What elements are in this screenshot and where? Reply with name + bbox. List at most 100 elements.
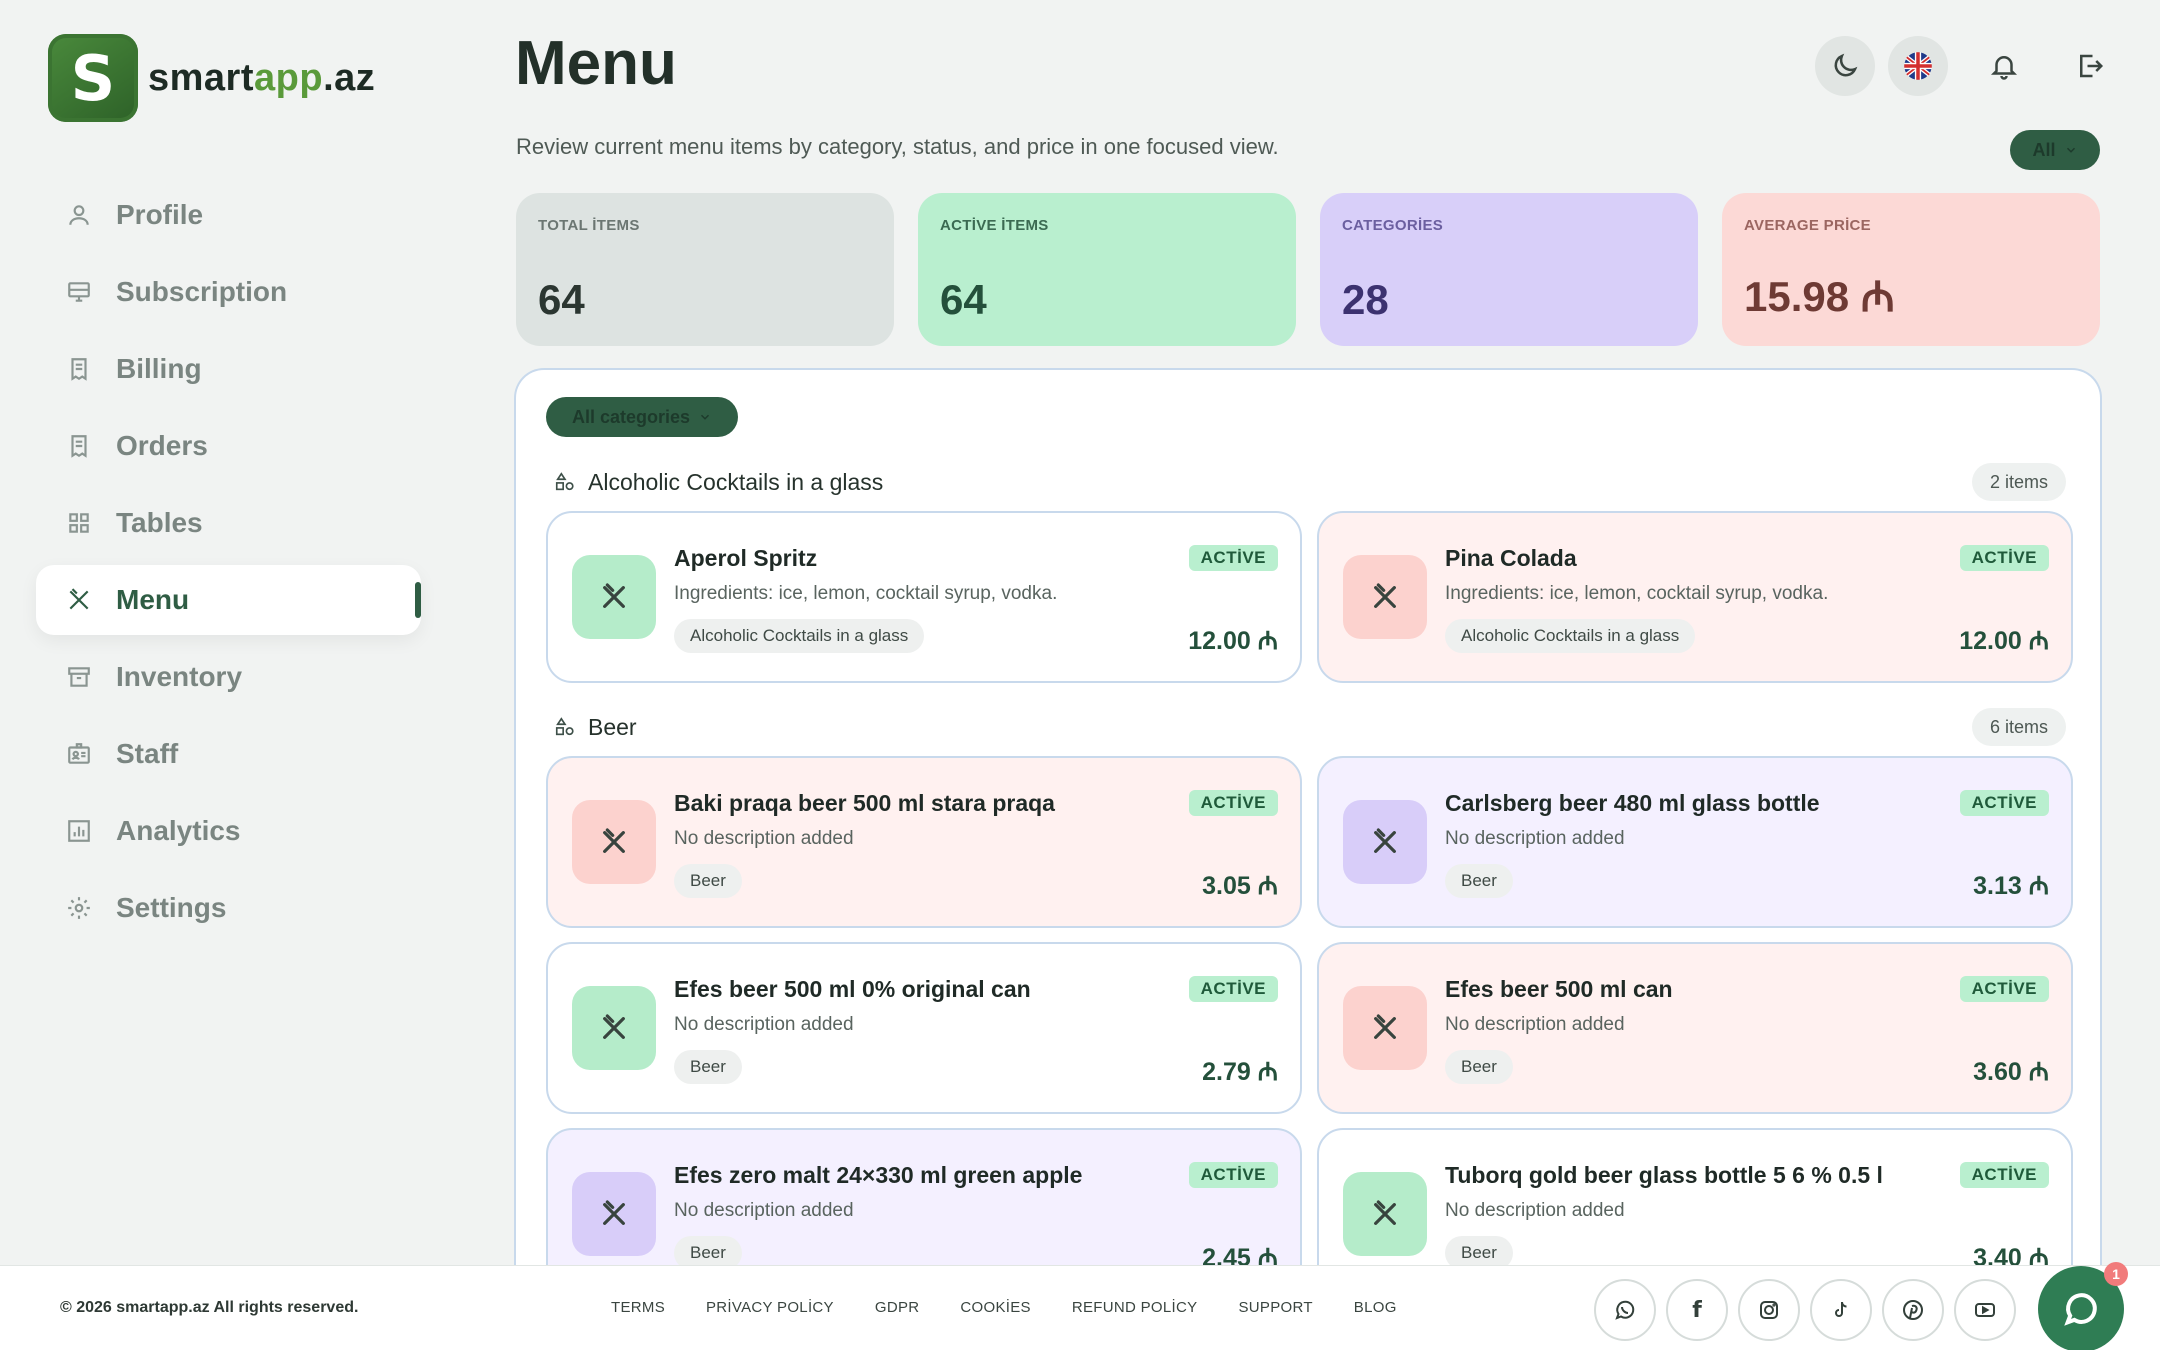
menu-item-price: 12.00 ₼ (1959, 627, 2049, 655)
menu-item-description: Ingredients: ice, lemon, cocktail syrup,… (1445, 583, 1829, 604)
chevron-down-icon (701, 414, 710, 420)
sidebar-item-analytics[interactable]: Analytics (36, 796, 421, 866)
bell-icon (1990, 56, 2018, 80)
sidebar-item-label: Tables (116, 507, 203, 538)
chat-bubble-icon (2064, 1293, 2097, 1326)
menu-item-description: Ingredients: ice, lemon, cocktail syrup,… (674, 583, 1058, 604)
menu-item-card[interactable]: Efes zero malt 24×330 ml green apple No … (546, 1128, 1302, 1268)
category-filter-dropdown[interactable]: All categories (546, 397, 738, 437)
stat-value: 64 (940, 276, 987, 323)
user-icon (69, 205, 89, 225)
sidebar-item-label: Staff (116, 738, 179, 769)
category-filter-label: All categories (571, 406, 691, 427)
sidebar-item-label: Analytics (116, 815, 241, 846)
sidebar-item-settings[interactable]: Settings (36, 873, 421, 943)
status-filter-label: All (2032, 139, 2056, 160)
menu-item-name: Pina Colada (1445, 545, 1577, 571)
notifications-button[interactable] (1974, 36, 2034, 96)
stat-value: 64 (538, 276, 585, 323)
menu-item-card[interactable]: Tuborq gold beer glass bottle 5 6 % 0.5 … (1317, 1128, 2073, 1268)
sidebar-item-label: Inventory (116, 661, 243, 692)
sidebar-item-orders[interactable]: Orders (36, 411, 421, 481)
footer-link-cookies[interactable]: COOKİES (960, 1299, 1031, 1316)
chat-notification-badge: 1 (2104, 1262, 2128, 1286)
utensils-icon (1374, 1200, 1396, 1225)
footer-link-refund[interactable]: REFUND POLİCY (1071, 1299, 1198, 1316)
menu-item-price: 12.00 ₼ (1188, 627, 1278, 655)
sidebar-nav: Profile Subscription Billing Orders Tabl… (36, 180, 421, 950)
sidebar-item-label: Settings (116, 892, 227, 923)
utensils-icon (603, 1014, 625, 1039)
theme-toggle-button[interactable] (1815, 36, 1875, 96)
monitor-icon (68, 282, 90, 302)
menu-item-category-tag: Beer (674, 1050, 742, 1084)
sidebar-item-inventory[interactable]: Inventory (36, 642, 421, 712)
sidebar-item-tables[interactable]: Tables (36, 488, 421, 558)
menu-item-price: 3.40 ₼ (1973, 1244, 2049, 1268)
status-badge: ACTİVE (1188, 790, 1278, 816)
menu-item-card[interactable]: Efes beer 500 ml can No description adde… (1317, 942, 2073, 1114)
grid-icon (69, 513, 89, 533)
stat-card-active-items: ACTİVE İTEMS 64 (918, 193, 1296, 346)
instagram-button[interactable] (1738, 1279, 1800, 1341)
sidebar-item-staff[interactable]: Staff (36, 719, 421, 789)
menu-item-name: Tuborq gold beer glass bottle 5 6 % 0.5 … (1445, 1162, 1883, 1188)
menu-item-thumb (572, 555, 656, 639)
archive-icon (68, 667, 90, 687)
menu-item-price: 3.13 ₼ (1973, 872, 2049, 900)
sidebar-item-menu[interactable]: Menu (36, 565, 421, 635)
brand-name: smartapp.az (148, 56, 376, 99)
facebook-button[interactable]: f (1666, 1279, 1728, 1341)
utensils-icon (1374, 1014, 1396, 1039)
status-badge: ACTİVE (1188, 545, 1278, 571)
youtube-icon (1975, 1303, 1995, 1317)
sidebar-item-profile[interactable]: Profile (36, 180, 421, 250)
pinterest-icon (1903, 1300, 1923, 1320)
menu-item-card[interactable]: Aperol Spritz Ingredients: ice, lemon, c… (546, 511, 1302, 683)
utensils-icon (603, 1200, 625, 1225)
sidebar-item-label: Menu (116, 584, 190, 615)
status-badge: ACTİVE (1959, 790, 2049, 816)
sidebar-item-label: Orders (116, 430, 208, 461)
sidebar-item-billing[interactable]: Billing (36, 334, 421, 404)
chart-icon (68, 820, 90, 842)
footer-link-support[interactable]: SUPPORT (1238, 1299, 1313, 1316)
menu-item-thumb (1343, 800, 1427, 884)
stat-value: 28 (1342, 276, 1389, 323)
stats-row: TOTAL İTEMS 64 ACTİVE İTEMS 64 CATEGORİE… (516, 193, 2100, 346)
sidebar-item-label: Subscription (116, 276, 288, 307)
menu-item-card[interactable]: Efes beer 500 ml 0% original can No desc… (546, 942, 1302, 1114)
pinterest-button[interactable] (1882, 1279, 1944, 1341)
footer-link-blog[interactable]: BLOG (1353, 1299, 1397, 1316)
menu-panel[interactable]: All categories Alcoholic Cocktails in a … (514, 368, 2102, 1268)
footer-link-terms[interactable]: TERMS (611, 1299, 665, 1316)
menu-item-card[interactable]: Pina Colada Ingredients: ice, lemon, coc… (1317, 511, 2073, 683)
menu-item-thumb (572, 986, 656, 1070)
logo-mark-icon: S (48, 34, 138, 122)
status-filter-dropdown[interactable]: All (2010, 130, 2100, 170)
header-actions (1802, 36, 2120, 96)
instagram-icon (1760, 1301, 1778, 1319)
youtube-button[interactable] (1954, 1279, 2016, 1341)
language-button[interactable] (1888, 36, 1948, 96)
menu-item-name: Carlsberg beer 480 ml glass bottle (1445, 790, 1820, 816)
footer-link-privacy[interactable]: PRİVACY POLİCY (706, 1299, 834, 1316)
footer: © 2026 smartapp.az All rights reserved. … (0, 1265, 2160, 1350)
brand-logo[interactable]: S smartapp.az (48, 34, 375, 122)
whatsapp-button[interactable] (1594, 1279, 1656, 1341)
page-title: Menu (515, 29, 677, 98)
whatsapp-icon (1615, 1300, 1635, 1320)
stat-label: AVERAGE PRİCE (1744, 217, 1871, 234)
menu-item-card[interactable]: Carlsberg beer 480 ml glass bottle No de… (1317, 756, 2073, 928)
category-group-name: Alcoholic Cocktails in a glass (588, 468, 884, 495)
utensils-icon (69, 588, 89, 610)
footer-link-gdpr[interactable]: GDPR (874, 1299, 920, 1316)
tiktok-button[interactable] (1810, 1279, 1872, 1341)
menu-item-card[interactable]: Baki praqa beer 500 ml stara praqa No de… (546, 756, 1302, 928)
sidebar-item-subscription[interactable]: Subscription (36, 257, 421, 327)
logout-button[interactable] (2060, 36, 2120, 96)
menu-item-category-tag: Beer (1445, 864, 1513, 898)
chevron-down-icon (2066, 147, 2075, 153)
menu-item-thumb (1343, 1172, 1427, 1256)
stat-card-total-items: TOTAL İTEMS 64 (516, 193, 894, 346)
